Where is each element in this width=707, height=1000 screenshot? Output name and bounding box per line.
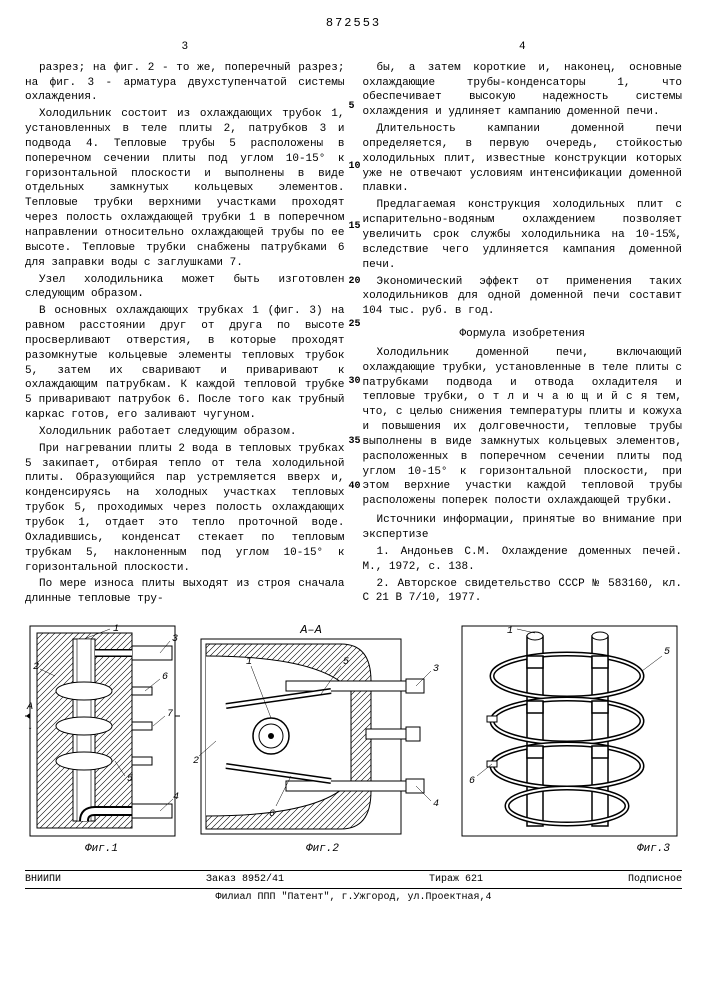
page-header: 872553 [25,15,682,32]
text-columns: 3 разрез; на фиг. 2 - то же, поперечный … [25,40,682,609]
fig2-title: A–A [299,623,322,637]
line-marker: 15 [349,220,361,234]
para: По мере износа плиты выходят из строя сн… [25,577,345,607]
fig3-label: Фиг.3 [637,843,670,855]
svg-text:6: 6 [469,776,475,787]
sources-title: Источники информации, принятые во вниман… [363,513,683,543]
source-item: 2. Авторское свидетельство СССР № 583160… [363,577,683,607]
line-marker: 20 [349,275,361,289]
line-marker: 5 [349,100,355,114]
footer-order: Заказ 8952/41 [206,873,284,887]
svg-text:↓: ↓ [27,722,33,733]
svg-text:1: 1 [113,624,119,635]
document-number: 872553 [326,15,381,31]
svg-text:5: 5 [664,647,670,658]
fig2-svg: A–A [191,621,446,856]
svg-text:6: 6 [162,672,168,683]
svg-text:7: 7 [167,709,173,720]
para: При нагревании плиты 2 вода в тепловых т… [25,442,345,576]
line-marker: 10 [349,160,361,174]
footer-address: Филиал ППП "Патент", г.Ужгород, ул.Проек… [25,888,682,905]
fig1-svg: 1 2 3 6 7 5 4 A ↓ Фиг.1 [25,621,180,856]
line-marker: 25 [349,318,361,332]
para: Холодильник состоит из охлаждающих трубо… [25,107,345,270]
svg-text:1: 1 [507,626,513,637]
svg-text:5: 5 [343,657,349,668]
para: бы, а затем короткие и, наконец, основны… [363,61,683,120]
left-col-number: 3 [25,40,345,55]
patent-page: 872553 3 разрез; на фиг. 2 - то же, попе… [0,0,707,920]
figure-3: 1 5 6 Фиг.3 [457,621,682,862]
footer-line-1: ВНИИПИ Заказ 8952/41 Тираж 621 Подписное [25,870,682,887]
formula-text: Холодильник доменной печи, включающий ох… [363,346,683,509]
fig1-label: Фиг.1 [85,843,118,855]
svg-text:3: 3 [433,664,439,675]
footer-sub: Подписное [628,873,682,887]
right-col-number: 4 [363,40,683,55]
para: В основных охлаждающих трубках 1 (фиг. 3… [25,304,345,423]
svg-text:2: 2 [33,662,39,673]
svg-text:1: 1 [246,657,252,668]
figure-1: 1 2 3 6 7 5 4 A ↓ Фиг.1 [25,621,180,862]
right-column: 5 10 15 20 25 30 35 40 4 бы, а затем кор… [363,40,683,609]
svg-text:2: 2 [193,756,199,767]
line-marker: 30 [349,375,361,389]
figure-2: A–A [191,621,446,862]
line-marker: 40 [349,480,361,494]
left-column: 3 разрез; на фиг. 2 - то же, поперечный … [25,40,345,609]
svg-text:6: 6 [269,809,275,820]
footer-tirazh: Тираж 621 [429,873,483,887]
source-item: 1. Андоньев С.М. Охлаждение доменных печ… [363,545,683,575]
line-marker: 35 [349,435,361,449]
para: Предлагаемая конструкция холодильных пли… [363,198,683,272]
para: Холодильник работает следующим образом. [25,425,345,440]
page-footer: ВНИИПИ Заказ 8952/41 Тираж 621 Подписное… [25,870,682,905]
svg-text:3: 3 [172,634,178,645]
para: Экономический эффект от применения таких… [363,275,683,320]
para: Узел холодильника может быть изготовлен … [25,273,345,303]
svg-text:4: 4 [433,799,439,810]
fig3-svg: 1 5 6 Фиг.3 [457,621,682,856]
svg-text:5: 5 [127,774,133,785]
footer-org: ВНИИПИ [25,873,61,887]
para: разрез; на фиг. 2 - то же, поперечный ра… [25,61,345,106]
figures-row: 1 2 3 6 7 5 4 A ↓ Фиг.1 A–A [25,621,682,862]
svg-text:A: A [26,702,33,713]
svg-text:4: 4 [173,792,179,803]
para: Длительность кампании доменной печи опре… [363,122,683,196]
formula-title: Формула изобретения [363,327,683,342]
fig2-label: Фиг.2 [306,843,339,855]
